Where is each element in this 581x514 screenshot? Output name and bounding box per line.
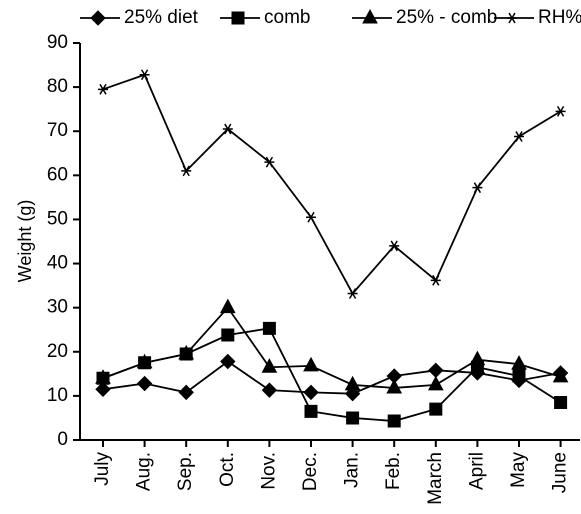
x-tick-label: Oct.: [217, 452, 238, 487]
point: [344, 385, 361, 402]
series-line: [102, 360, 561, 395]
point: [261, 358, 278, 373]
y-tick-label: 70: [47, 120, 68, 141]
point: [261, 382, 278, 398]
point: [552, 367, 569, 383]
point: [262, 321, 276, 335]
point: [136, 375, 153, 392]
point: [303, 356, 319, 372]
y-axis-label: Weight (g): [15, 200, 35, 283]
x-tick-label: Jan.: [342, 452, 363, 488]
point: [95, 369, 111, 384]
point: [427, 375, 444, 391]
legend-marker: [231, 11, 245, 25]
x-tick-label: April: [466, 452, 487, 490]
legend-label: 25% - comb: [396, 7, 497, 28]
legend-marker: [362, 8, 378, 24]
point: [344, 375, 361, 391]
point: [264, 156, 275, 168]
point: [181, 165, 192, 177]
y-tick-label: 0: [57, 429, 68, 450]
point: [429, 402, 443, 416]
point: [554, 396, 568, 410]
x-tick-label: May: [508, 452, 529, 488]
legend-marker: [507, 12, 517, 24]
point: [221, 328, 235, 342]
point: [511, 355, 527, 370]
point: [386, 378, 403, 394]
point: [303, 384, 319, 401]
point: [178, 344, 195, 360]
point: [346, 411, 360, 425]
point: [220, 353, 236, 370]
point: [472, 182, 483, 194]
point: [98, 83, 108, 95]
y-tick-label: 50: [47, 208, 68, 229]
y-tick-label: 30: [47, 297, 68, 318]
x-tick-label: Nov.: [258, 452, 279, 490]
series-line: [102, 73, 562, 296]
y-tick-label: 20: [47, 341, 68, 362]
x-tick-label: March: [425, 452, 446, 505]
point: [95, 381, 111, 397]
y-tick-label: 40: [47, 253, 68, 274]
legend-marker: [90, 10, 106, 26]
point: [219, 298, 236, 314]
point: [306, 211, 316, 223]
x-tick-label: Aug.: [134, 452, 155, 491]
point: [139, 69, 150, 81]
x-tick-label: Feb.: [383, 452, 404, 490]
point: [514, 131, 524, 142]
legend-label: 25% diet: [124, 7, 199, 28]
point: [389, 240, 400, 252]
point: [136, 353, 153, 369]
legend-label: RH%: [538, 7, 581, 28]
point: [512, 369, 526, 383]
x-tick-label: June: [550, 452, 571, 493]
point: [555, 105, 566, 117]
point: [347, 288, 358, 299]
y-tick-label: 80: [47, 76, 68, 97]
point: [469, 350, 486, 366]
point: [430, 274, 441, 286]
point: [387, 414, 401, 428]
legend-label: comb: [264, 7, 310, 28]
x-tick-label: July: [92, 452, 113, 486]
point: [428, 362, 444, 379]
point: [304, 404, 318, 418]
y-tick-label: 90: [47, 32, 68, 53]
y-tick-label: 60: [47, 164, 68, 185]
y-tick-label: 10: [47, 385, 68, 406]
point: [222, 123, 233, 135]
point: [178, 384, 194, 401]
x-tick-label: Dec.: [300, 452, 321, 491]
x-tick-label: Sep.: [175, 452, 196, 491]
series-line: [102, 306, 561, 389]
